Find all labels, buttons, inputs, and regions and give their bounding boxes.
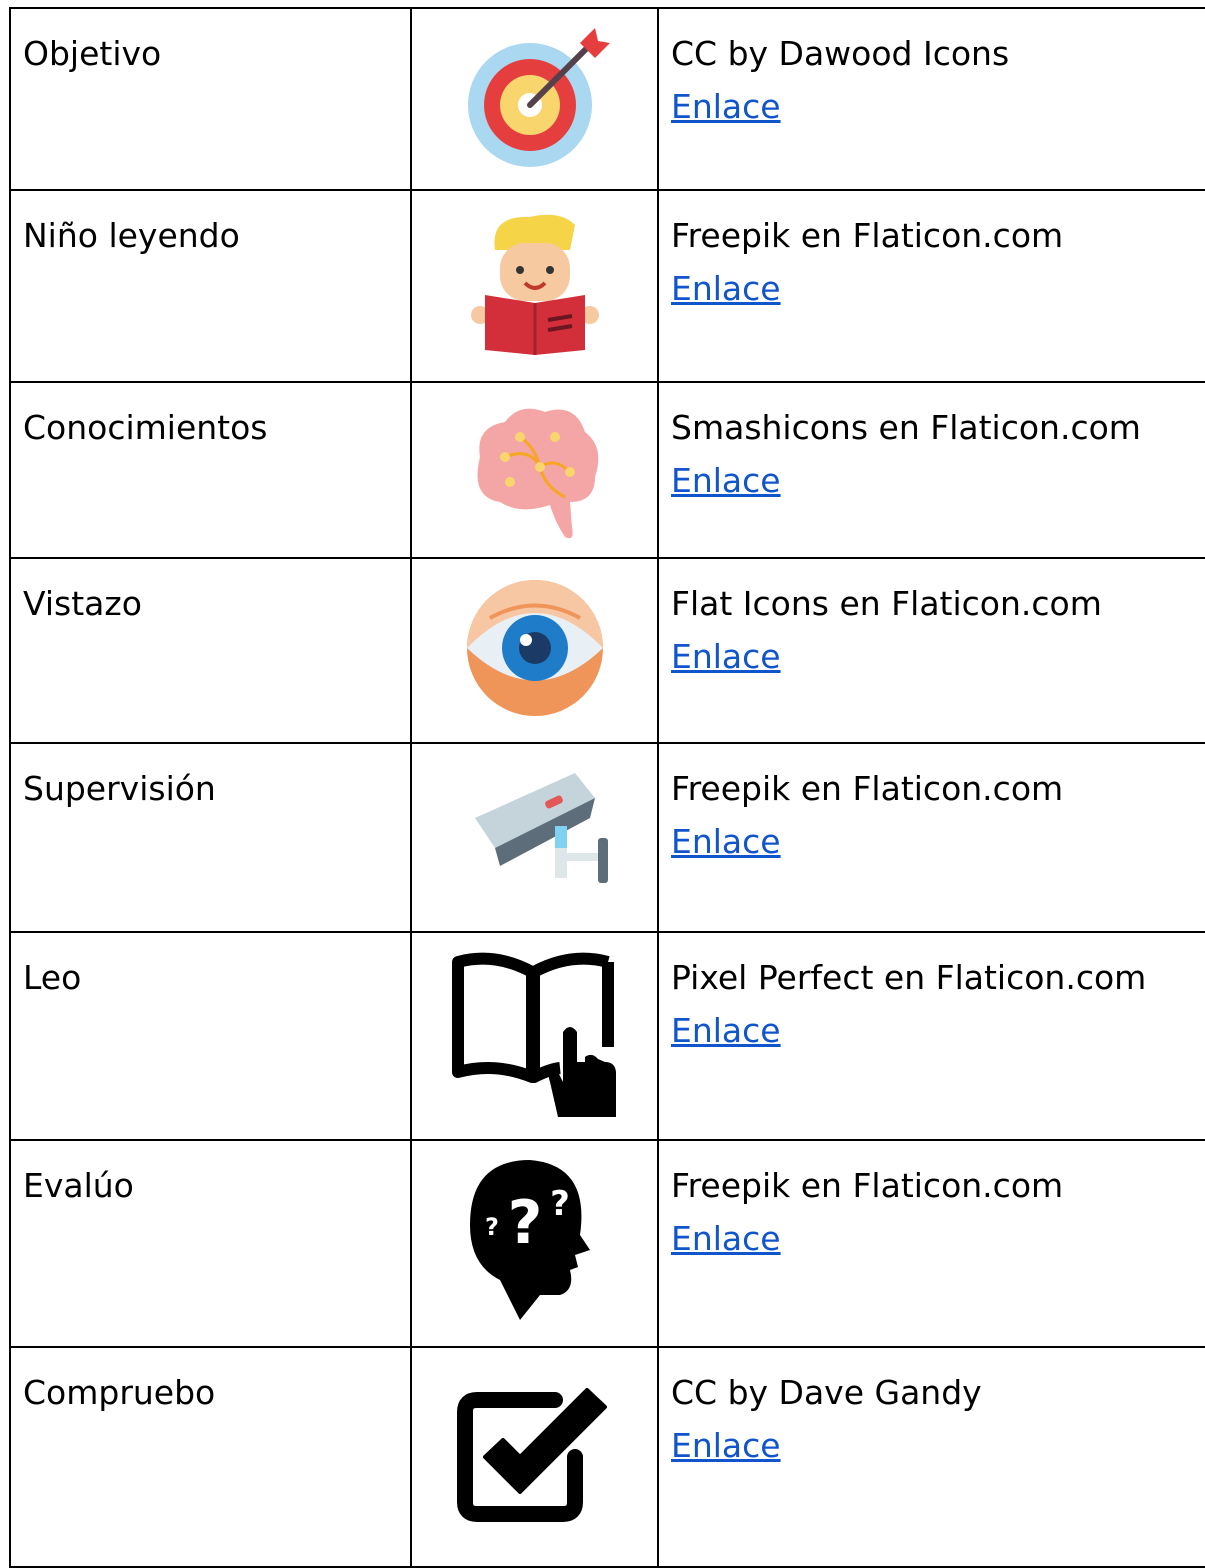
credit: Smashicons en Flaticon.com — [671, 408, 1141, 447]
credit-cell: Freepik en Flaticon.com Enlace — [657, 1139, 1205, 1348]
checkbox-icon — [456, 1388, 607, 1522]
name: Supervisión — [9, 742, 412, 933]
link[interactable]: Enlace — [671, 87, 781, 126]
attribution-table: Objetivo CC by Dawood Icons Enlace Niño l… — [9, 7, 1205, 1568]
credit: CC by Dave Gandy — [671, 1373, 982, 1412]
credit-cell: Smashicons en Flaticon.com Enlace — [657, 381, 1205, 559]
link[interactable]: Enlace — [671, 1219, 781, 1258]
row: Evalúo ? ? ? Freepik en Flaticon.com Enla… — [9, 1139, 1205, 1348]
icon-cell — [410, 7, 659, 191]
credit-cell: Freepik en Flaticon.com Enlace — [657, 742, 1205, 933]
icon-cell — [410, 742, 659, 933]
credit: Freepik en Flaticon.com — [671, 769, 1064, 808]
boy-reading-icon — [470, 214, 599, 355]
credit-cell: Pixel Perfect en Flaticon.com Enlace — [657, 931, 1205, 1141]
name: Evalúo — [9, 1139, 412, 1348]
credit: CC by Dawood Icons — [671, 34, 1010, 73]
row: Leo Pixel Perfect en Flaticon.com Enlace — [9, 931, 1205, 1141]
svg-text:?: ? — [507, 1188, 542, 1258]
svg-text:?: ? — [485, 1213, 499, 1241]
icon-cell — [410, 1346, 659, 1568]
credit-cell: Freepik en Flaticon.com Enlace — [657, 189, 1205, 383]
name: Compruebo — [9, 1346, 412, 1568]
camera-icon — [474, 773, 608, 883]
brain-icon — [477, 408, 598, 539]
row: Compruebo CC by Dave Gandy Enlace — [9, 1346, 1205, 1568]
credit: Flat Icons en Flaticon.com — [671, 584, 1102, 623]
row: Vistazo Flat Icons en Flaticon.com Enlace — [9, 557, 1205, 744]
link[interactable]: Enlace — [671, 822, 781, 861]
thinking-head-icon: ? ? ? — [469, 1160, 590, 1320]
icon-cell — [410, 931, 659, 1141]
icon-cell — [410, 189, 659, 383]
credit: Freepik en Flaticon.com — [671, 216, 1064, 255]
icon-cell — [410, 381, 659, 559]
name: Objetivo — [9, 7, 412, 191]
credit-cell: Flat Icons en Flaticon.com Enlace — [657, 557, 1205, 744]
credit-cell: CC by Dave Gandy Enlace — [657, 1346, 1205, 1568]
svg-text:?: ? — [550, 1184, 570, 1224]
row: Objetivo CC by Dawood Icons Enlace — [9, 7, 1205, 191]
name: Conocimientos — [9, 381, 412, 559]
link[interactable]: Enlace — [671, 637, 781, 676]
row: Niño leyendo Freepik en Flaticon.com Enla… — [9, 189, 1205, 383]
credit-cell: CC by Dawood Icons Enlace — [657, 7, 1205, 191]
link[interactable]: Enlace — [671, 1426, 781, 1465]
name: Leo — [9, 931, 412, 1141]
link[interactable]: Enlace — [671, 269, 781, 308]
target-icon — [467, 28, 610, 167]
eye-icon — [466, 580, 603, 716]
name: Niño leyendo — [9, 189, 412, 383]
icon-cell: ? ? ? — [410, 1139, 659, 1348]
icon-cell — [410, 557, 659, 744]
name: Vistazo — [9, 557, 412, 744]
link[interactable]: Enlace — [671, 461, 781, 500]
link[interactable]: Enlace — [671, 1011, 781, 1050]
row: Conocimientos Smashicons en Flaticon.com… — [9, 381, 1205, 559]
credit: Freepik en Flaticon.com — [671, 1166, 1064, 1205]
row: Supervisión Freepik en Flaticon.com Enlac… — [9, 742, 1205, 933]
book-touch-icon — [451, 952, 616, 1117]
credit: Pixel Perfect en Flaticon.com — [671, 958, 1147, 997]
